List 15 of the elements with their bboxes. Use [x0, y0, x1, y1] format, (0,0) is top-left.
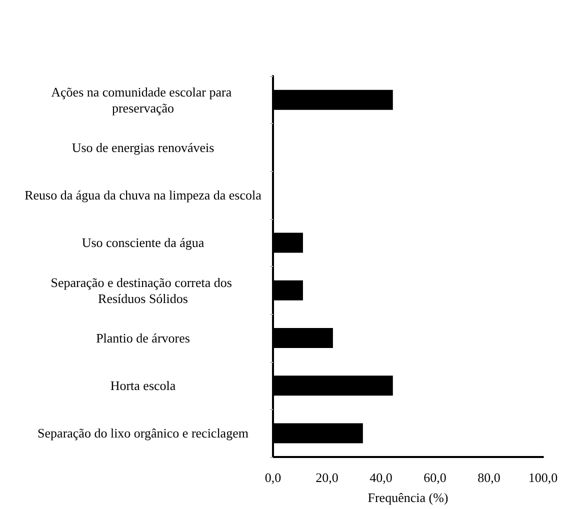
x-tick-label: 40,0	[370, 470, 392, 485]
y-tick-label: Separação do lixo orgânico e reciclagem	[38, 426, 248, 441]
y-tick-label: Uso de energias renováveis	[72, 140, 214, 155]
x-tick-label: 60,0	[424, 470, 446, 485]
x-tick-label: 80,0	[478, 470, 500, 485]
x-tick-label: 100,0	[528, 470, 558, 485]
y-tick-label: Separação e destinação correta dos Resíduos Sólidos	[50, 274, 236, 306]
y-tick-label: Reuso da água da chuva na limpeza da escola	[24, 188, 262, 203]
y-tick-label: Horta escola	[110, 378, 176, 394]
x-tick-label: 0,0	[264, 470, 282, 485]
x-tick-label: 20,0	[316, 470, 338, 485]
y-tick-label: Plantio de árvores	[96, 330, 190, 346]
y-tick-label: Uso consciente da água	[82, 235, 204, 250]
y-tick-label: Ações na comunidade escolar para preservação	[51, 84, 235, 116]
x-axis-title: Frequência (%)	[368, 490, 448, 505]
